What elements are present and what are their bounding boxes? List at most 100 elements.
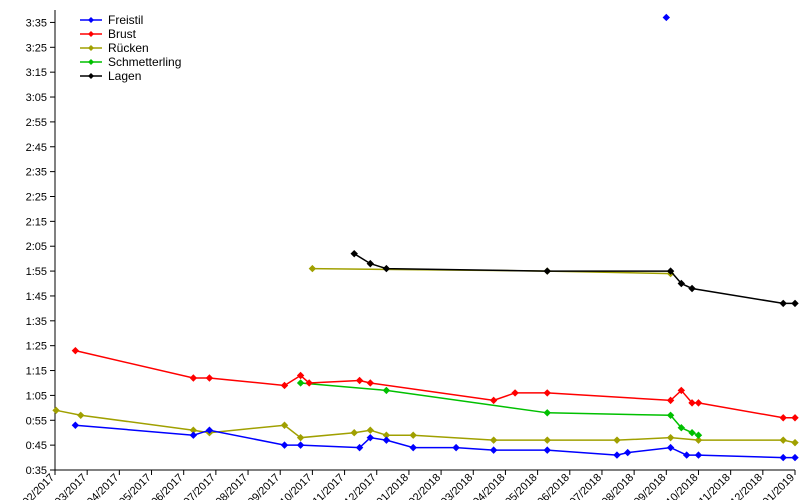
- x-tick-label: 10/2018: [664, 472, 701, 500]
- ruecken-line: [56, 410, 795, 442]
- legend-label-schmetterling: Schmetterling: [108, 55, 181, 69]
- freistil-marker: [544, 447, 550, 453]
- schmetterling-marker: [544, 410, 550, 416]
- schmetterling-marker: [695, 432, 701, 438]
- freistil-marker: [410, 445, 416, 451]
- freistil-marker: [282, 442, 288, 448]
- lagen-marker: [689, 285, 695, 291]
- freistil-outlier: [663, 14, 669, 20]
- y-tick-label: 3:15: [26, 67, 47, 79]
- y-tick-label: 1:05: [26, 390, 47, 402]
- brust-marker: [780, 415, 786, 421]
- y-tick-label: 2:25: [26, 191, 47, 203]
- y-tick-label: 1:45: [26, 291, 47, 303]
- y-tick-label: 2:45: [26, 142, 47, 154]
- ruecken-marker: [78, 412, 84, 418]
- brust-marker: [72, 348, 78, 354]
- x-ticks: 02/201703/201704/201705/201706/201707/20…: [21, 470, 798, 500]
- brust-marker: [206, 375, 212, 381]
- lagen-marker: [792, 300, 798, 306]
- x-tick-label: 03/2017: [53, 472, 90, 500]
- x-tick-label: 09/2017: [246, 472, 283, 500]
- y-tick-label: 3:25: [26, 42, 47, 54]
- freistil-marker: [72, 422, 78, 428]
- x-tick-label: 08/2018: [600, 472, 637, 500]
- brust-marker: [190, 375, 196, 381]
- x-tick-label: 03/2018: [439, 472, 476, 500]
- x-tick-label: 04/2018: [471, 472, 508, 500]
- x-tick-label: 05/2018: [503, 472, 540, 500]
- y-tick-label: 2:15: [26, 216, 47, 228]
- freistil-marker: [780, 455, 786, 461]
- y-tick-label: 2:05: [26, 241, 47, 253]
- y-tick-label: 3:35: [26, 17, 47, 29]
- freistil-marker: [383, 437, 389, 443]
- x-tick-label: 11/2017: [311, 472, 347, 500]
- brust-marker: [695, 400, 701, 406]
- x-tick-label: 12/2017: [342, 472, 379, 500]
- freistil-marker: [190, 432, 196, 438]
- freistil-marker: [491, 447, 497, 453]
- schmetterling-marker: [298, 380, 304, 386]
- y-tick-label: 1:55: [26, 266, 47, 278]
- x-tick-label: 11/2018: [697, 472, 733, 500]
- brust-marker: [367, 380, 373, 386]
- ruecken-marker: [367, 427, 373, 433]
- freistil-marker: [453, 445, 459, 451]
- y-tick-label: 1:35: [26, 316, 47, 328]
- swim-times-chart: 0:350:450:551:051:151:251:351:451:552:05…: [0, 0, 800, 500]
- legend: FreistilBrustRückenSchmetterlingLagen: [80, 13, 181, 83]
- brust-line: [75, 351, 795, 418]
- y-tick-label: 3:05: [26, 92, 47, 104]
- y-tick-label: 0:55: [26, 415, 47, 427]
- x-tick-label: 04/2017: [85, 472, 122, 500]
- x-tick-label: 12/2018: [728, 472, 765, 500]
- ruecken-marker: [614, 437, 620, 443]
- y-tick-label: 2:35: [26, 167, 47, 179]
- lagen-marker: [780, 300, 786, 306]
- ruecken-marker: [544, 437, 550, 443]
- x-tick-label: 08/2017: [214, 472, 251, 500]
- ruecken-marker: [351, 430, 357, 436]
- x-tick-label: 10/2017: [278, 472, 315, 500]
- freistil-marker: [625, 450, 631, 456]
- ruecken-marker: [410, 432, 416, 438]
- legend-label-brust: Brust: [108, 27, 137, 41]
- freistil-marker: [684, 452, 690, 458]
- x-tick-label: 06/2018: [535, 472, 572, 500]
- freistil-marker: [298, 442, 304, 448]
- schmetterling-marker: [383, 387, 389, 393]
- schmetterling-marker: [689, 430, 695, 436]
- lagen-marker: [544, 268, 550, 274]
- freistil-marker: [668, 445, 674, 451]
- x-tick-label: 01/2018: [374, 472, 411, 500]
- ruecken-marker: [491, 437, 497, 443]
- x-tick-label: 07/2017: [181, 472, 218, 500]
- y-tick-label: 0:45: [26, 440, 47, 452]
- freistil-marker: [614, 452, 620, 458]
- freistil-marker: [695, 452, 701, 458]
- ruecken-marker: [792, 440, 798, 446]
- y-tick-label: 2:55: [26, 117, 47, 129]
- lagen-marker: [383, 266, 389, 272]
- brust-marker: [792, 415, 798, 421]
- brust-marker: [544, 390, 550, 396]
- legend-label-freistil: Freistil: [108, 13, 143, 27]
- x-tick-label: 01/2019: [761, 472, 798, 500]
- freistil-marker: [792, 455, 798, 461]
- x-tick-label: 05/2017: [117, 472, 154, 500]
- x-tick-label: 02/2018: [407, 472, 444, 500]
- ruecken-marker: [668, 435, 674, 441]
- x-tick-label: 07/2018: [567, 472, 604, 500]
- y-tick-label: 1:25: [26, 341, 47, 353]
- y-tick-label: 1:15: [26, 366, 47, 378]
- ruecken-marker: [780, 437, 786, 443]
- brust-marker: [512, 390, 518, 396]
- x-tick-label: 09/2018: [632, 472, 669, 500]
- brust-marker: [491, 397, 497, 403]
- lagen-line: [354, 254, 795, 304]
- y-ticks: 0:350:450:551:051:151:251:351:451:552:05…: [26, 17, 55, 477]
- x-tick-label: 06/2017: [149, 472, 186, 500]
- legend-label-ruecken: Rücken: [108, 41, 149, 55]
- schmetterling-line: [301, 383, 699, 435]
